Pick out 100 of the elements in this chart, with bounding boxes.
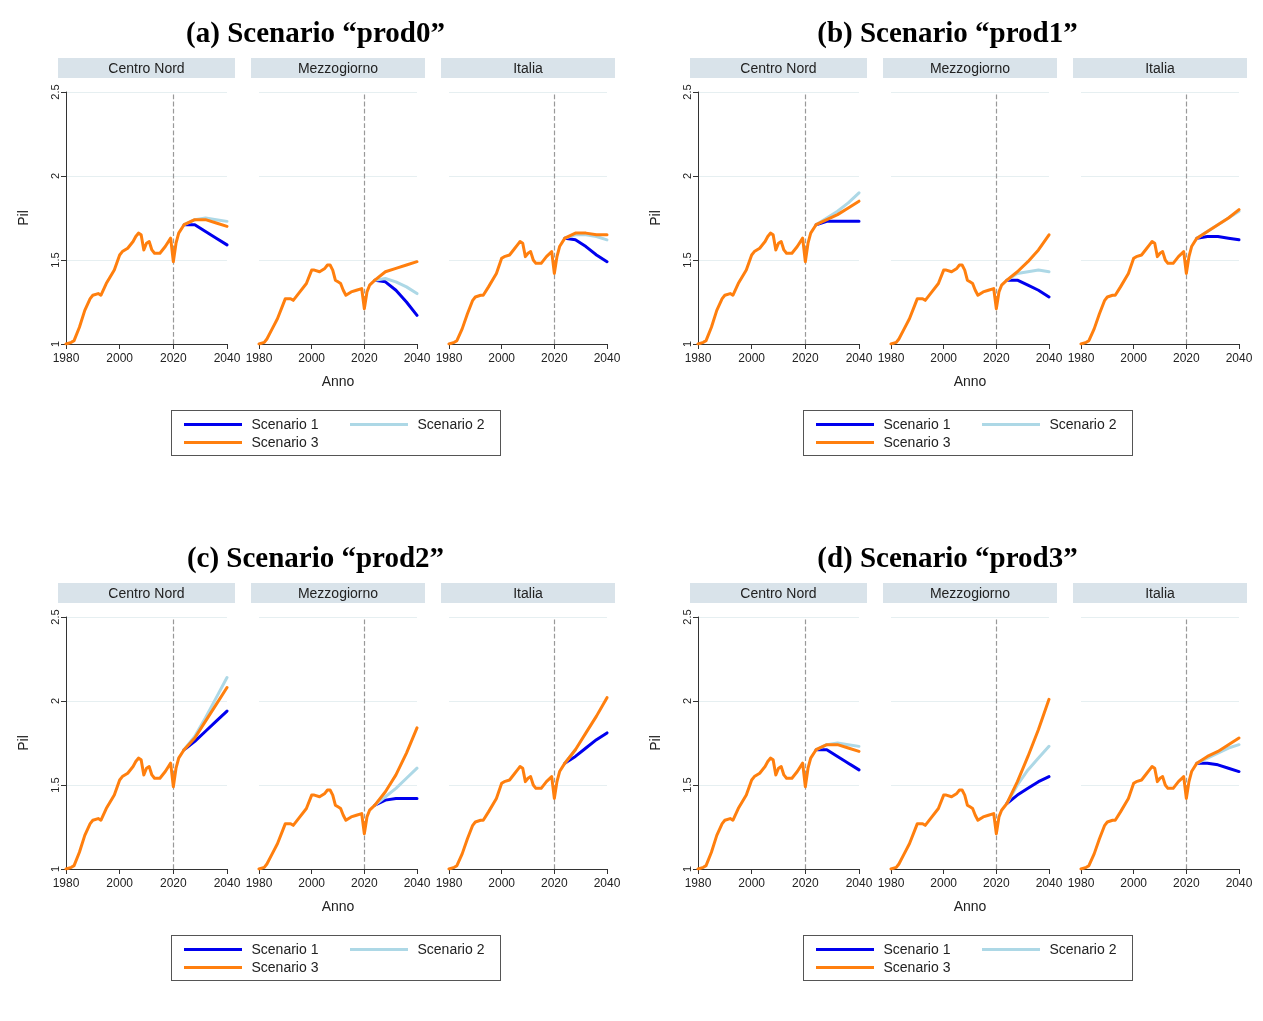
x-tick-label: 2020 — [540, 351, 568, 365]
chart-subtitle: Centro Nord — [690, 583, 867, 603]
x-tick-label: 2000 — [1120, 351, 1148, 365]
chart-subtitle: Italia — [441, 583, 615, 603]
x-tick-label: 2040 — [593, 351, 621, 365]
x-tick-label: 1980 — [435, 876, 463, 890]
chart-subtitle: Centro Nord — [58, 58, 235, 78]
x-tick-label: 2040 — [1225, 351, 1253, 365]
x-tick-label: 2040 — [593, 876, 621, 890]
x-tick-label: 1980 — [1067, 876, 1095, 890]
text: (a) Scenario “prod0” — [185, 15, 446, 50]
x-tick-label: 2020 — [350, 876, 378, 890]
x-tick-label: 1980 — [877, 351, 905, 365]
x-tick-label: 2020 — [791, 351, 819, 365]
y-tick-label: 2 — [48, 172, 61, 180]
legend-label: Scenario 2 — [1049, 416, 1117, 432]
x-tick-label: 2040 — [403, 876, 431, 890]
text: (c) Scenario “prod2” — [185, 540, 446, 575]
y-tick-label: 1.5 — [48, 777, 61, 793]
x-tick-label: 1980 — [684, 351, 712, 365]
x-tick-label: 2020 — [982, 876, 1010, 890]
legend-label: Scenario 3 — [883, 959, 951, 975]
x-tick-label: 2000 — [298, 351, 326, 365]
x-tick-label: 2040 — [1035, 351, 1063, 365]
x-tick-label: 2000 — [106, 351, 134, 365]
x-tick-label: 2020 — [540, 876, 568, 890]
y-tick-label: 2.5 — [48, 84, 61, 100]
y-tick-label: 2.5 — [48, 609, 61, 625]
y-axis-title: Pil — [15, 210, 31, 226]
x-tick-label: 2000 — [488, 351, 516, 365]
x-axis-title: Anno — [953, 898, 987, 914]
x-tick-label: 1980 — [245, 351, 273, 365]
chart-subtitle: Centro Nord — [690, 58, 867, 78]
chart-subtitle: Italia — [1073, 58, 1247, 78]
y-tick-label: 1.5 — [680, 252, 693, 268]
legend-label: Scenario 3 — [883, 434, 951, 450]
y-tick-label: 2.5 — [680, 609, 693, 625]
x-tick-label: 1980 — [684, 876, 712, 890]
x-tick-label: 2020 — [350, 351, 378, 365]
y-axis-title: Pil — [15, 735, 31, 751]
chart-subtitle: Italia — [441, 58, 615, 78]
x-tick-label: 2040 — [845, 876, 873, 890]
y-tick-label: 1 — [48, 340, 61, 348]
text: (b) Scenario “prod1” — [816, 15, 1079, 50]
legend-label: Scenario 2 — [1049, 941, 1117, 957]
chart-subtitle: Mezzogiorno — [883, 583, 1057, 603]
x-tick-label: 1980 — [52, 876, 80, 890]
x-axis-title: Anno — [953, 373, 987, 389]
legend-label: Scenario 1 — [251, 941, 319, 957]
x-tick-label: 2000 — [738, 351, 766, 365]
x-tick-label: 2040 — [1035, 876, 1063, 890]
legend-label: Scenario 1 — [883, 416, 951, 432]
x-tick-label: 1980 — [877, 876, 905, 890]
x-tick-label: 2020 — [1172, 351, 1200, 365]
x-tick-label: 2000 — [930, 351, 958, 365]
x-tick-label: 2040 — [845, 351, 873, 365]
legend-label: Scenario 2 — [417, 941, 485, 957]
x-tick-label: 2020 — [159, 351, 187, 365]
x-tick-label: 2020 — [791, 876, 819, 890]
x-tick-label: 1980 — [52, 351, 80, 365]
y-tick-label: 1.5 — [680, 777, 693, 793]
chart-subtitle: Italia — [1073, 583, 1247, 603]
y-tick-label: 2 — [48, 697, 61, 705]
y-tick-label: 1 — [680, 865, 693, 873]
y-tick-label: 2 — [680, 697, 693, 705]
chart-subtitle: Mezzogiorno — [883, 58, 1057, 78]
x-tick-label: 2000 — [930, 876, 958, 890]
y-tick-label: 2.5 — [680, 84, 693, 100]
x-tick-label: 2040 — [403, 351, 431, 365]
x-tick-label: 2020 — [159, 876, 187, 890]
x-tick-label: 2000 — [488, 876, 516, 890]
x-tick-label: 2040 — [213, 876, 241, 890]
x-axis-title: Anno — [321, 373, 355, 389]
text: (d) Scenario “prod3” — [816, 540, 1079, 575]
legend-label: Scenario 2 — [417, 416, 485, 432]
y-tick-label: 1 — [680, 340, 693, 348]
y-tick-label: 1 — [48, 865, 61, 873]
y-axis-title: Pil — [647, 210, 663, 226]
chart-subtitle: Centro Nord — [58, 583, 235, 603]
chart-subtitle: Mezzogiorno — [251, 583, 425, 603]
y-axis-title: Pil — [647, 735, 663, 751]
chart-subtitle: Mezzogiorno — [251, 58, 425, 78]
x-tick-label: 2000 — [106, 876, 134, 890]
legend-label: Scenario 1 — [883, 941, 951, 957]
legend-label: Scenario 3 — [251, 959, 319, 975]
x-tick-label: 2000 — [738, 876, 766, 890]
y-tick-label: 1.5 — [48, 252, 61, 268]
y-tick-label: 2 — [680, 172, 693, 180]
x-tick-label: 2040 — [1225, 876, 1253, 890]
x-tick-label: 2020 — [1172, 876, 1200, 890]
x-tick-label: 2000 — [1120, 876, 1148, 890]
x-tick-label: 2040 — [213, 351, 241, 365]
legend-label: Scenario 1 — [251, 416, 319, 432]
x-tick-label: 2020 — [982, 351, 1010, 365]
x-tick-label: 1980 — [435, 351, 463, 365]
x-tick-label: 1980 — [1067, 351, 1095, 365]
x-tick-label: 1980 — [245, 876, 273, 890]
legend-label: Scenario 3 — [251, 434, 319, 450]
x-axis-title: Anno — [321, 898, 355, 914]
x-tick-label: 2000 — [298, 876, 326, 890]
